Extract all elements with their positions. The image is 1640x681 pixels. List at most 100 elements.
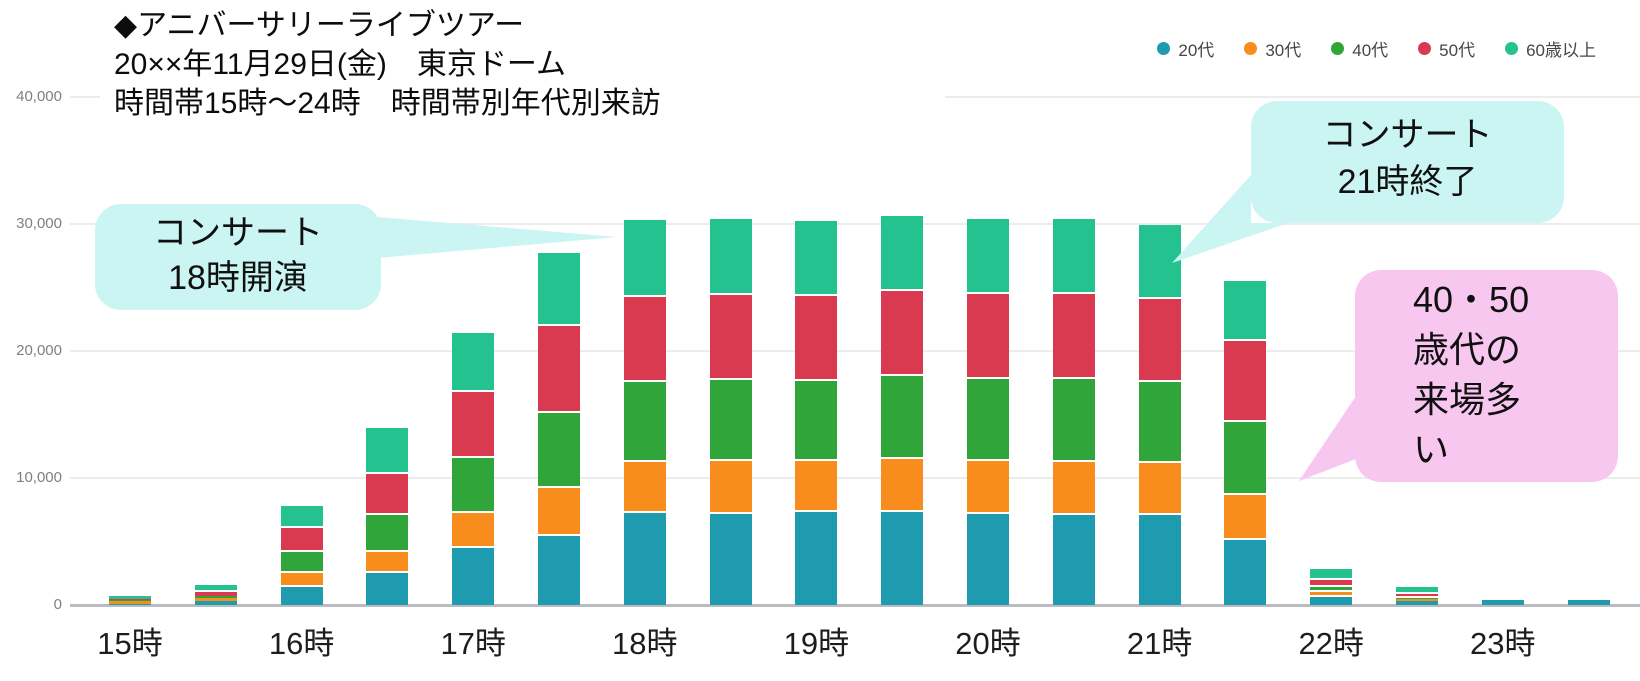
stacked-bar-22:00: [1310, 568, 1353, 605]
x-axis-tick-label: 16時: [268, 626, 335, 661]
bar-segment-40代: [1224, 422, 1267, 496]
bar-segment-20代: [795, 512, 838, 605]
bar-segment-60歳以上: [1396, 587, 1438, 594]
annotation-age-note: 40・50 歳代の 来場多 い: [1355, 270, 1618, 482]
annotation-line: い: [1413, 429, 1450, 470]
bar-segment-60歳以上: [881, 216, 924, 292]
pointer-concert-end: [1172, 175, 1288, 263]
x-axis-tick-label: 19時: [783, 626, 850, 661]
bar-segment-50代: [795, 296, 838, 382]
stacked-bar-16:00: [280, 505, 323, 605]
bar-segment-40代: [1396, 598, 1438, 600]
gridline: [70, 477, 1640, 479]
bar-segment-60歳以上: [366, 428, 409, 475]
bar-segment-60歳以上: [280, 505, 323, 528]
stacked-bar-20:00: [967, 218, 1009, 605]
bar-segment-30代: [623, 462, 666, 513]
bar-segment-20代: [1310, 596, 1353, 605]
bar-segment-50代: [1138, 298, 1181, 382]
bar-segment-40代: [967, 378, 1009, 462]
stacked-bar-20:30: [1052, 218, 1095, 605]
annotation-concert-start: コンサート 18時開演: [95, 204, 381, 310]
bar-segment-40代: [1310, 587, 1353, 593]
x-axis-tick-label: 17時: [440, 626, 506, 661]
bar-segment-60歳以上: [709, 218, 752, 296]
bar-segment-30代: [795, 461, 838, 513]
pointer-age-note: [1299, 396, 1356, 481]
stacked-bar-23:30: [1567, 599, 1610, 605]
x-axis-tick-label: 23時: [1470, 626, 1536, 661]
annotation-line: コンサート: [153, 214, 323, 252]
bar-segment-20代: [881, 512, 924, 605]
stacked-bar-15:00: [109, 596, 151, 605]
stacked-bar-17:00: [452, 333, 495, 605]
bar-segment-30代: [452, 512, 495, 548]
bar-segment-50代: [109, 598, 151, 600]
stacked-bar-18:00: [623, 220, 666, 605]
bar-segment-60歳以上: [1310, 568, 1353, 581]
legend-item-label: 40代: [1352, 41, 1389, 60]
y-axis-tick-label: 20,000: [16, 342, 62, 359]
bar-segment-40代: [1052, 378, 1095, 462]
bar-segment-50代: [967, 293, 1009, 379]
bar-segment-30代: [1224, 495, 1267, 541]
annotation-line: 18時開演: [168, 259, 308, 297]
legend-item-20代: 20代: [1157, 36, 1214, 61]
gridline: [70, 223, 1640, 225]
bar-segment-30代: [967, 461, 1009, 514]
stacked-bar-17:30: [538, 253, 580, 605]
x-axis-tick-label: 20時: [955, 626, 1021, 661]
bar-segment-50代: [366, 474, 409, 515]
stacked-bar-18:30: [709, 218, 752, 605]
bar-segment-20代: [1567, 599, 1610, 605]
bar-segment-60歳以上: [109, 596, 151, 599]
bar-segment-50代: [1052, 293, 1095, 379]
annotation-line: コンサート: [1322, 116, 1493, 154]
bar-segment-60歳以上: [967, 218, 1009, 294]
x-axis-tick-label: 22時: [1298, 626, 1364, 661]
bar-segment-40代: [881, 376, 924, 459]
legend-dot-icon: [1157, 42, 1171, 55]
legend-item-label: 20代: [1178, 41, 1215, 60]
bar-segment-20代: [280, 587, 323, 605]
y-axis-tick-label: 10,000: [16, 469, 62, 486]
annotation-concert-end: コンサート 21時終了: [1251, 101, 1564, 223]
bar-segment-20代: [967, 513, 1009, 605]
legend-item-60歳以上: 60歳以上: [1505, 36, 1596, 61]
bar-segment-20代: [1224, 540, 1267, 605]
bar-segment-40代: [280, 551, 323, 574]
bar-segment-20代: [109, 603, 151, 605]
legend-item-label: 60歳以上: [1526, 41, 1596, 60]
bar-segment-40代: [538, 413, 580, 489]
bar-segment-40代: [1138, 381, 1181, 463]
bar-segment-60歳以上: [623, 220, 666, 298]
y-axis-tick-label: 0: [53, 596, 62, 613]
bar-segment-60歳以上: [452, 333, 495, 392]
gridline: [70, 350, 1640, 352]
bar-segment-30代: [538, 488, 580, 537]
stacked-bar-15:30: [194, 585, 237, 605]
legend-dot-icon: [1331, 42, 1345, 55]
stacked-bar-19:00: [795, 221, 838, 605]
bar-segment-50代: [1224, 341, 1267, 423]
stacked-bar-19:30: [881, 216, 924, 605]
x-axis-tick-label: 18時: [612, 626, 678, 661]
bar-segment-60歳以上: [1052, 218, 1095, 294]
bar-segment-20代: [194, 601, 237, 605]
bar-segment-30代: [109, 601, 151, 604]
bar-segment-40代: [795, 381, 838, 462]
bar-segment-30代: [1310, 592, 1353, 597]
bar-segment-40代: [452, 457, 495, 513]
bar-segment-30代: [1396, 599, 1438, 601]
bar-segment-50代: [194, 592, 237, 597]
bar-segment-30代: [881, 458, 924, 513]
x-axis-tick-label: 15時: [97, 626, 163, 661]
bar-segment-60歳以上: [194, 585, 237, 593]
bar-segment-20代: [452, 547, 495, 605]
y-axis-tick-label: 30,000: [16, 215, 62, 232]
bar-segment-50代: [881, 291, 924, 377]
stacked-bar-16:30: [366, 428, 409, 605]
legend-item-label: 30代: [1265, 41, 1302, 60]
